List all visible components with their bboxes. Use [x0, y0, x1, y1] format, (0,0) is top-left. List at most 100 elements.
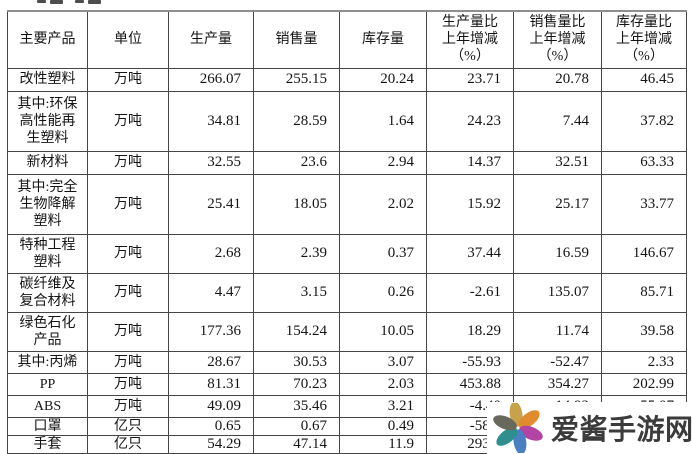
col-header-inventory: 库存量	[339, 10, 427, 69]
inventory-cell: 2.02	[339, 173, 427, 235]
inventory-change-cell: 46.45	[601, 67, 687, 92]
sales-cell: 30.53	[253, 350, 340, 374]
inventory-cell: 3.07	[339, 350, 427, 374]
sales-cell: 0.67	[253, 416, 340, 436]
product-name-cell: 特种工程 塑料	[7, 233, 88, 274]
table-row: 绿色石化 产品 万吨 177.36 154.24 10.05 18.29 11.74 39.5…	[7, 311, 687, 352]
col-header-product: 主要产品	[7, 10, 88, 69]
sales-cell: 18.05	[253, 173, 340, 235]
table-row: 改性塑料 万吨 266.07 255.15 20.24 23.71 20.78 46.45	[7, 67, 687, 92]
table-row: 其中:环保 高性能再 生塑料 万吨 34.81 28.59 1.64 24.23 7.44 3…	[7, 90, 687, 152]
sales-cell: 255.15	[253, 67, 340, 92]
sales-cell: 47.14	[253, 434, 340, 454]
unit-cell: 亿只	[87, 416, 169, 436]
inventory-cell: 2.03	[339, 372, 427, 396]
production-cell: 0.65	[168, 416, 254, 436]
unit-cell: 万吨	[87, 90, 169, 152]
sales-change-cell: 7.44	[513, 90, 602, 152]
product-name-cell: 新材料	[7, 150, 88, 175]
production-cell: 81.31	[168, 372, 254, 396]
product-name-cell: 其中:完全 生物降解 塑料	[7, 173, 88, 235]
product-name-cell: 口罩	[7, 416, 88, 436]
product-name-cell: 绿色石化 产品	[7, 311, 88, 352]
production-change-cell: 14.37	[426, 150, 514, 175]
production-change-cell: -55.93	[426, 350, 514, 374]
production-cell: 49.09	[168, 394, 254, 418]
col-header-inventory-change: 库存量比 上年增减 （%）	[601, 10, 687, 69]
col-header-sales-change: 销售量比 上年增减 （%）	[513, 10, 602, 69]
watermark: 爱酱手游网	[487, 402, 692, 454]
sales-change-cell: 135.07	[513, 272, 602, 313]
inventory-change-cell: 2.33	[601, 350, 687, 374]
unit-cell: 万吨	[87, 394, 169, 418]
sales-cell: 35.46	[253, 394, 340, 418]
inventory-change-cell: 33.77	[601, 173, 687, 235]
table-row: 特种工程 塑料 万吨 2.68 2.39 0.37 37.44 16.59 146.67	[7, 233, 687, 274]
inventory-change-cell: 85.71	[601, 272, 687, 313]
production-change-cell: 24.23	[426, 90, 514, 152]
sales-cell: 70.23	[253, 372, 340, 396]
table-row: PP 万吨 81.31 70.23 2.03 453.88 354.27 202.99	[7, 372, 687, 396]
inventory-change-cell: 63.33	[601, 150, 687, 175]
pinwheel-icon	[493, 403, 543, 453]
unit-cell: 万吨	[87, 173, 169, 235]
unit-cell: 万吨	[87, 311, 169, 352]
inventory-cell: 20.24	[339, 67, 427, 92]
inventory-cell: 0.49	[339, 416, 427, 436]
inventory-cell: 0.37	[339, 233, 427, 274]
inventory-change-cell: 202.99	[601, 372, 687, 396]
watermark-text: 爱酱手游网	[551, 414, 692, 445]
production-cell: 2.68	[168, 233, 254, 274]
inventory-cell: 3.21	[339, 394, 427, 418]
unit-cell: 万吨	[87, 272, 169, 313]
product-name-cell: 改性塑料	[7, 67, 88, 92]
sales-change-cell: 11.74	[513, 311, 602, 352]
inventory-cell: 2.94	[339, 150, 427, 175]
unit-cell: 万吨	[87, 233, 169, 274]
table-row: 碳纤维及 复合材料 万吨 4.47 3.15 0.26 -2.61 135.07 85.71	[7, 272, 687, 313]
production-cell: 32.55	[168, 150, 254, 175]
col-header-production-change: 生产量比 上年增减 （%）	[426, 10, 514, 69]
production-change-cell: 23.71	[426, 67, 514, 92]
unit-cell: 亿只	[87, 434, 169, 454]
sales-cell: 2.39	[253, 233, 340, 274]
production-cell: 28.67	[168, 350, 254, 374]
unit-cell: 万吨	[87, 372, 169, 396]
sales-change-cell: 16.59	[513, 233, 602, 274]
production-cell: 177.36	[168, 311, 254, 352]
header-row: 主要产品 单位 生产量 销售量 库存量 生产量比 上年增减 （%） 销售量比 上…	[7, 10, 687, 69]
inventory-change-cell: 39.58	[601, 311, 687, 352]
product-name-cell: 其中:丙烯	[7, 350, 88, 374]
sales-cell: 3.15	[253, 272, 340, 313]
sales-change-cell: 32.51	[513, 150, 602, 175]
sales-cell: 28.59	[253, 90, 340, 152]
production-change-cell: 18.29	[426, 311, 514, 352]
sales-change-cell: 25.17	[513, 173, 602, 235]
inventory-change-cell: 37.82	[601, 90, 687, 152]
unit-cell: 万吨	[87, 150, 169, 175]
production-cell: 4.47	[168, 272, 254, 313]
inventory-change-cell: 146.67	[601, 233, 687, 274]
production-cell: 25.41	[168, 173, 254, 235]
product-name-cell: 手套	[7, 434, 88, 454]
production-cell: 54.29	[168, 434, 254, 454]
sales-change-cell: -52.47	[513, 350, 602, 374]
table-row: 其中:丙烯 万吨 28.67 30.53 3.07 -55.93 -52.47 2.33	[7, 350, 687, 374]
production-change-cell: 37.44	[426, 233, 514, 274]
col-header-unit: 单位	[87, 10, 169, 69]
col-header-sales: 销售量	[253, 10, 340, 69]
sales-change-cell: 20.78	[513, 67, 602, 92]
sales-cell: 154.24	[253, 311, 340, 352]
production-change-cell: 15.92	[426, 173, 514, 235]
table-row: 新材料 万吨 32.55 23.6 2.94 14.37 32.51 63.33	[7, 150, 687, 175]
table-row: 其中:完全 生物降解 塑料 万吨 25.41 18.05 2.02 15.92 25.17 3…	[7, 173, 687, 235]
inventory-cell: 11.9	[339, 434, 427, 454]
inventory-cell: 1.64	[339, 90, 427, 152]
sales-change-cell: 354.27	[513, 372, 602, 396]
inventory-cell: 0.26	[339, 272, 427, 313]
inventory-cell: 10.05	[339, 311, 427, 352]
production-change-cell: -2.61	[426, 272, 514, 313]
products-table: 主要产品 单位 生产量 销售量 库存量 生产量比 上年增减 （%） 销售量比 上…	[7, 10, 687, 454]
